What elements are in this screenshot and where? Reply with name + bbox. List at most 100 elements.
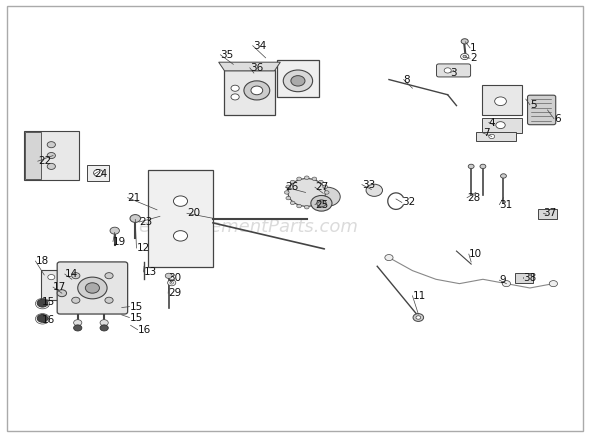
Text: 1: 1	[470, 43, 477, 53]
Circle shape	[317, 200, 326, 207]
Circle shape	[94, 170, 103, 177]
Circle shape	[444, 68, 451, 73]
Text: 14: 14	[65, 269, 78, 279]
Circle shape	[78, 277, 107, 299]
Text: 16: 16	[41, 315, 54, 325]
Circle shape	[290, 180, 295, 184]
Circle shape	[489, 134, 494, 139]
Text: 18: 18	[35, 256, 49, 266]
FancyBboxPatch shape	[476, 132, 516, 141]
FancyBboxPatch shape	[514, 273, 533, 283]
FancyBboxPatch shape	[24, 131, 79, 180]
Text: 11: 11	[412, 291, 426, 301]
FancyBboxPatch shape	[148, 170, 214, 267]
Circle shape	[130, 215, 140, 222]
Circle shape	[311, 195, 332, 211]
Circle shape	[244, 81, 270, 100]
FancyBboxPatch shape	[538, 208, 557, 219]
Circle shape	[32, 163, 41, 170]
Text: 19: 19	[113, 236, 126, 246]
Text: 12: 12	[136, 243, 150, 253]
Circle shape	[32, 153, 41, 159]
Text: 32: 32	[402, 198, 415, 208]
Text: 15: 15	[129, 302, 143, 312]
Circle shape	[290, 201, 295, 205]
Text: 2: 2	[470, 53, 477, 63]
Text: 6: 6	[554, 114, 560, 124]
Circle shape	[461, 53, 469, 59]
Circle shape	[323, 185, 327, 188]
Circle shape	[463, 55, 467, 58]
Circle shape	[304, 176, 309, 180]
Circle shape	[170, 281, 173, 284]
Text: 23: 23	[139, 217, 153, 227]
FancyBboxPatch shape	[482, 85, 522, 115]
Circle shape	[297, 205, 301, 208]
Circle shape	[72, 273, 80, 279]
Circle shape	[319, 180, 323, 184]
Text: 27: 27	[315, 182, 328, 192]
Circle shape	[312, 177, 317, 180]
Text: 24: 24	[94, 169, 107, 179]
Circle shape	[291, 76, 305, 86]
Circle shape	[286, 185, 291, 188]
Text: 9: 9	[499, 275, 506, 285]
Text: 16: 16	[137, 325, 151, 335]
Circle shape	[37, 299, 48, 307]
Text: 30: 30	[168, 274, 181, 284]
FancyBboxPatch shape	[25, 132, 41, 179]
Circle shape	[173, 231, 188, 241]
Text: 22: 22	[38, 156, 51, 166]
FancyBboxPatch shape	[527, 95, 556, 125]
Text: 15: 15	[129, 312, 143, 323]
FancyBboxPatch shape	[224, 70, 275, 115]
FancyBboxPatch shape	[277, 59, 319, 97]
Text: 35: 35	[221, 50, 234, 60]
Text: 20: 20	[187, 208, 200, 218]
Circle shape	[549, 281, 558, 287]
Text: 4: 4	[489, 118, 496, 128]
Circle shape	[502, 281, 510, 287]
Text: 38: 38	[523, 274, 536, 284]
Circle shape	[286, 196, 291, 200]
Circle shape	[323, 196, 327, 200]
Text: 37: 37	[543, 208, 556, 218]
Circle shape	[324, 191, 329, 194]
Circle shape	[105, 273, 113, 279]
Circle shape	[165, 273, 172, 278]
Circle shape	[74, 320, 82, 326]
Text: 3: 3	[451, 68, 457, 78]
Circle shape	[48, 274, 55, 280]
Circle shape	[312, 205, 317, 208]
Text: 36: 36	[250, 63, 263, 73]
Circle shape	[413, 314, 424, 321]
Circle shape	[37, 315, 48, 322]
Circle shape	[416, 316, 421, 319]
Circle shape	[47, 163, 55, 170]
Circle shape	[231, 85, 239, 91]
Circle shape	[100, 325, 108, 331]
Text: 7: 7	[483, 128, 490, 138]
Circle shape	[32, 142, 41, 148]
Text: eReplacementParts.com: eReplacementParts.com	[138, 218, 358, 236]
Text: 34: 34	[253, 41, 266, 51]
Text: 28: 28	[467, 193, 480, 203]
Circle shape	[288, 179, 326, 206]
Circle shape	[86, 283, 100, 293]
Text: 5: 5	[530, 100, 536, 110]
Circle shape	[105, 297, 113, 303]
Circle shape	[72, 297, 80, 303]
Text: 31: 31	[499, 200, 513, 210]
FancyBboxPatch shape	[482, 118, 522, 132]
Circle shape	[480, 164, 486, 169]
Text: 29: 29	[168, 288, 181, 298]
Text: 33: 33	[362, 180, 375, 190]
Circle shape	[468, 164, 474, 169]
Circle shape	[496, 121, 505, 128]
Circle shape	[57, 290, 67, 297]
Text: 21: 21	[127, 193, 141, 203]
Circle shape	[173, 196, 188, 206]
Circle shape	[100, 320, 108, 326]
Circle shape	[319, 201, 323, 205]
Circle shape	[110, 227, 119, 234]
